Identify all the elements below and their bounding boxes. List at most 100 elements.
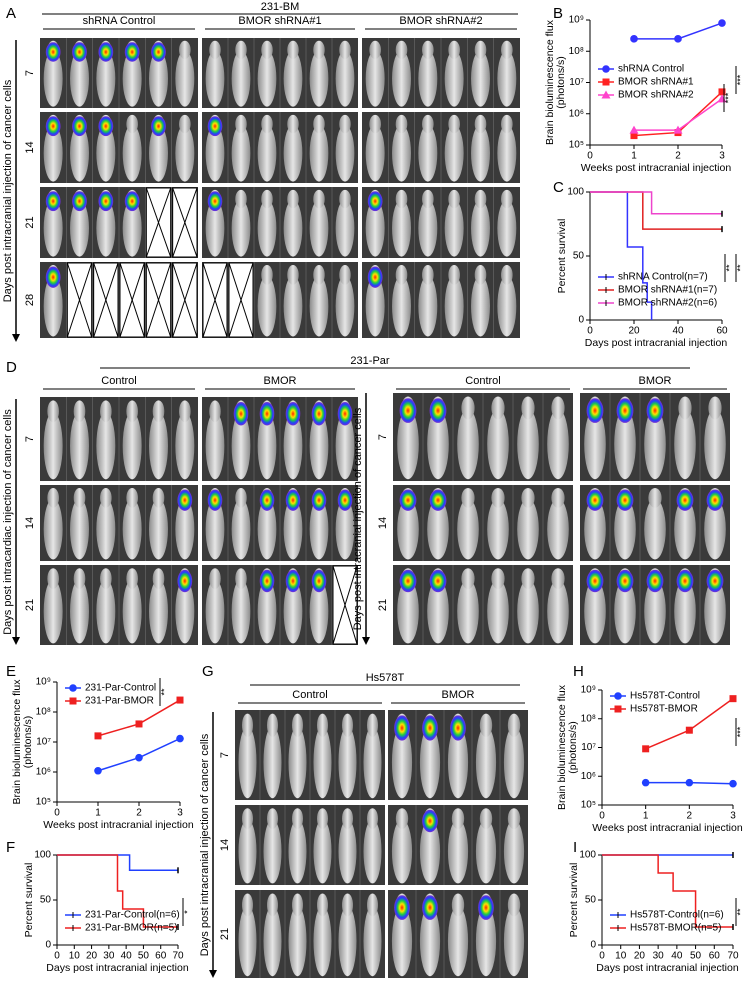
cross [202, 262, 228, 338]
mouse-head [126, 568, 138, 589]
panel-label: B [553, 5, 563, 22]
mouse-head [242, 808, 253, 829]
mouse-head [342, 893, 353, 917]
mouse-head [287, 189, 299, 209]
legend-label: 231-Par-BMOR(n=5) [85, 923, 178, 934]
mouse-body [644, 408, 666, 480]
signal [399, 569, 417, 593]
mouse-body [122, 50, 142, 107]
mouse-body [257, 199, 277, 257]
marker [629, 125, 639, 134]
marker [176, 734, 184, 743]
significance-label: *** [723, 92, 733, 103]
mouse-body [175, 412, 195, 480]
mouse-body [365, 275, 385, 337]
mouse-body [517, 579, 539, 644]
mouse-head [126, 114, 138, 134]
mouse-body [283, 412, 303, 480]
mouse-body [497, 275, 517, 337]
mouse-body [335, 199, 355, 257]
group-label: BMOR [442, 689, 475, 701]
mouse-head [448, 114, 460, 134]
survival-curve [590, 191, 722, 230]
mouse-body [257, 412, 277, 480]
cross [93, 262, 119, 338]
mouse-body [149, 124, 168, 182]
mouse-head [209, 568, 221, 589]
mouse-head [126, 488, 138, 508]
mouse-body [397, 408, 419, 480]
mouse-head [551, 396, 565, 420]
mouse-body [175, 124, 195, 182]
mouse-body [263, 905, 282, 977]
mouse-body [257, 50, 277, 107]
mouse-body [674, 408, 696, 480]
y-tick-label: 0 [578, 315, 584, 326]
signal [706, 489, 724, 511]
mouse-body [43, 199, 63, 257]
row-label: 7 [377, 434, 389, 440]
mouse-body [517, 498, 539, 560]
significance-label: ** [735, 264, 745, 272]
mouse-head [152, 488, 165, 508]
y-tick-label: 10⁵ [581, 800, 596, 811]
panel-label: G [202, 663, 214, 680]
signal [72, 116, 87, 137]
mouse-head [73, 568, 86, 589]
x-axis-label: Days post intracranial injection [46, 962, 189, 974]
mouse-body [335, 498, 355, 560]
y-axis-label: (photons/s) [567, 721, 579, 774]
mouse-head [448, 189, 460, 209]
mouse-head [474, 265, 487, 285]
mouse-body [487, 498, 509, 560]
mouse-body [205, 412, 225, 480]
signal [259, 569, 275, 593]
arrow-head [209, 970, 217, 978]
group-label: BMOR shRNA#1 [238, 15, 321, 27]
y-tick-label: 10⁶ [581, 771, 596, 782]
mouse-body [313, 819, 332, 884]
mouse-body [149, 579, 168, 644]
panel-label: D [6, 359, 17, 376]
mouse-body [365, 199, 385, 257]
mouse-body [149, 50, 168, 107]
mouse-body [231, 199, 251, 257]
mouse-body [419, 819, 441, 884]
signal [399, 398, 417, 423]
mouse-head [507, 808, 521, 829]
signal [429, 398, 447, 423]
mouse-body [335, 124, 355, 182]
mouse-head [287, 265, 299, 285]
mouse-body [614, 498, 636, 560]
mouse-body [584, 408, 606, 480]
arrow-head [12, 637, 20, 645]
mouse-body [475, 905, 497, 977]
panel-label: I [573, 839, 577, 856]
x-tick-label: 50 [690, 951, 702, 962]
signal [151, 116, 166, 137]
mouse-body [503, 726, 525, 799]
marker [135, 753, 143, 762]
mouse-body [335, 50, 355, 107]
mouse-body [503, 819, 525, 884]
mouse-body [43, 50, 63, 107]
legend-marker [614, 692, 622, 700]
y-axis-label: Brain bioluminescence flux [556, 684, 568, 810]
mouse-head [339, 40, 351, 60]
y-tick-label: 10⁹ [569, 15, 584, 26]
mouse-body [205, 199, 225, 257]
signal [586, 569, 604, 593]
mouse-body [547, 408, 569, 480]
legend-label: BMOR shRNA#1 [618, 77, 694, 88]
x-tick-label: 3 [177, 808, 183, 819]
y-axis-label: Brain bioluminescence flux [11, 679, 23, 805]
mouse-body [497, 50, 517, 107]
signal [616, 489, 634, 511]
y-tick-label: 100 [579, 850, 596, 861]
legend-label: Hs578T-BMOR [630, 704, 698, 715]
mouse-body [444, 199, 464, 257]
mouse-body [238, 726, 257, 799]
mouse-body [614, 579, 636, 644]
mouse-body [96, 124, 116, 182]
